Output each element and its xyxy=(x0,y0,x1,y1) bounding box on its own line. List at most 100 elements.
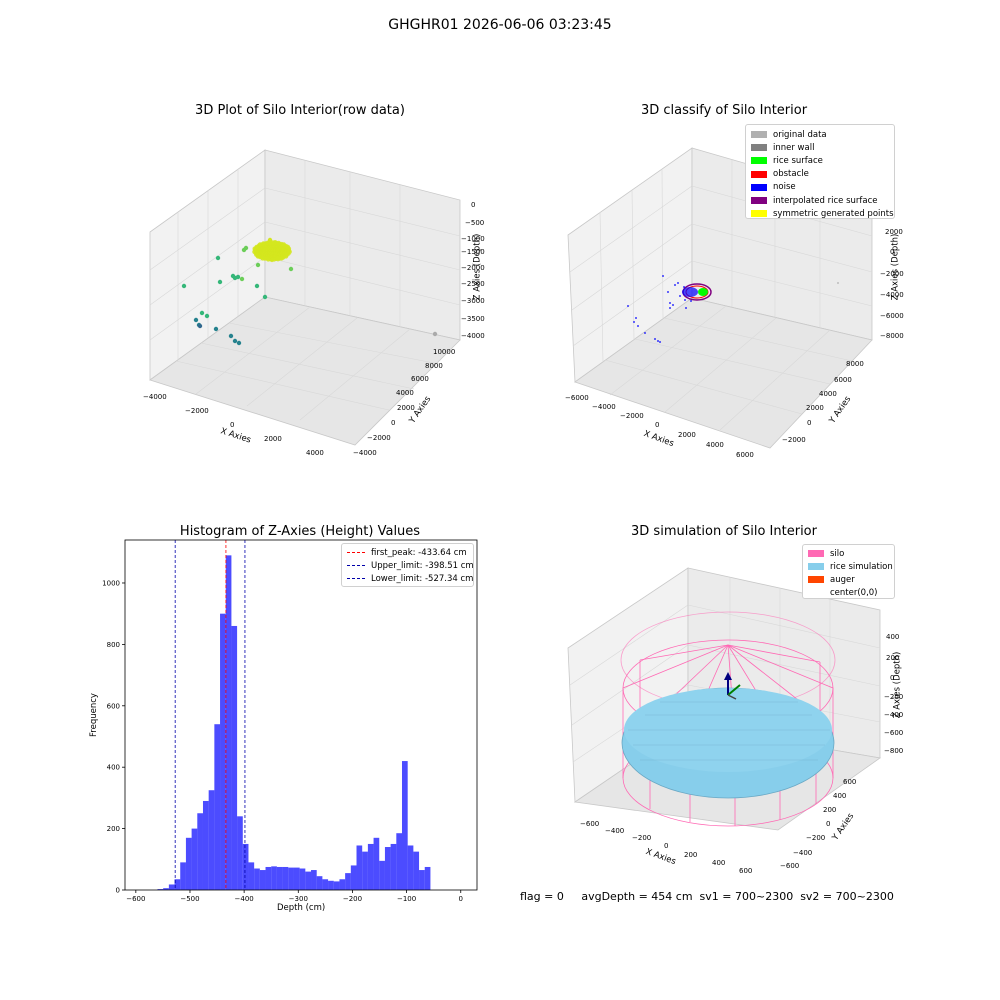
simulation-3d-plot xyxy=(567,567,882,831)
simulation-x-tick: 600 xyxy=(739,867,753,875)
raw-y-tick: 4000 xyxy=(396,389,414,397)
legend-obstacle: obstacle xyxy=(751,168,889,181)
legend-swatch xyxy=(808,590,824,597)
simulation-x-tick: −200 xyxy=(632,834,652,842)
raw-points xyxy=(181,237,438,346)
raw-y-tick: 8000 xyxy=(425,362,443,370)
raw-point xyxy=(241,247,247,253)
noise-point xyxy=(627,305,629,307)
legend-label: center(0,0) xyxy=(830,588,878,599)
legend-label: noise xyxy=(773,182,796,193)
classify-y-tick: 0 xyxy=(807,419,812,427)
raw-z-tick: −1500 xyxy=(461,248,485,256)
legend-label: obstacle xyxy=(773,169,809,180)
raw-point xyxy=(266,257,271,262)
histogram-bar xyxy=(163,888,169,890)
legend-label: auger xyxy=(830,574,855,585)
histogram-y-tick-label: 200 xyxy=(107,825,120,833)
raw-point xyxy=(204,313,210,319)
legend-swatch xyxy=(808,576,824,584)
raw-point xyxy=(181,283,187,289)
histogram-x-ticks: −600 −500 −400 −300 −200 −100 0 xyxy=(126,890,463,903)
rice-surface-cluster xyxy=(698,288,708,296)
histogram-y-tick-label: 800 xyxy=(107,641,120,649)
raw-y-tick: −2000 xyxy=(367,434,391,442)
classify-x-tick: −4000 xyxy=(592,403,616,411)
histogram-bar xyxy=(231,625,238,890)
noise-point xyxy=(633,321,635,323)
raw-point xyxy=(261,241,266,246)
histogram-bar xyxy=(185,837,192,890)
raw-z-tick: −3000 xyxy=(461,297,485,305)
classify-3d-scatter xyxy=(567,147,873,449)
histogram-x-tick-label: −100 xyxy=(397,895,416,903)
simulation-y-tick: −200 xyxy=(806,834,826,842)
noise-point xyxy=(659,341,661,343)
histogram-bar xyxy=(362,851,368,890)
raw-y-tick: 0 xyxy=(391,419,396,427)
histogram-bar xyxy=(384,847,391,890)
raw-x-tick: −2000 xyxy=(185,407,209,415)
histogram-bar xyxy=(254,868,260,890)
histogram-y-tick-label: 400 xyxy=(107,764,120,772)
legend-swatch xyxy=(751,157,767,165)
histogram-bar xyxy=(293,867,300,890)
simulation-y-tick: −600 xyxy=(780,862,800,870)
raw-z-tick: 0 xyxy=(471,201,476,209)
simulation-z-tick: 200 xyxy=(886,654,900,662)
histogram-bar xyxy=(180,862,186,890)
raw-point xyxy=(260,256,265,261)
simulation-x-tick: 200 xyxy=(684,851,698,859)
histogram-bar xyxy=(333,881,340,890)
noise-point xyxy=(667,291,669,293)
histogram-frame xyxy=(124,539,478,891)
legend-swatch xyxy=(751,183,767,191)
histogram-bar xyxy=(390,843,397,890)
simulation-z-tick: 400 xyxy=(886,633,900,641)
legend-label: first_peak: -433.64 cm xyxy=(371,547,467,558)
raw-plot-title: 3D Plot of Silo Interior(row data) xyxy=(195,103,405,118)
raw-point xyxy=(232,338,238,344)
legend-center: center(0,0) xyxy=(808,587,889,600)
histogram-x-label: Depth (cm) xyxy=(277,903,326,913)
noise-point xyxy=(674,284,676,286)
legend-swatch xyxy=(808,563,824,571)
legend-auger: auger xyxy=(808,573,889,586)
raw-axes-box xyxy=(149,149,461,446)
raw-x-tick: 0 xyxy=(230,421,235,429)
simulation-z-tick: −400 xyxy=(884,711,904,719)
legend-original-data: original data xyxy=(751,128,889,141)
histogram-bar xyxy=(311,870,317,890)
raw-point xyxy=(287,249,292,254)
raw-point xyxy=(197,323,203,329)
classify-y-tick: 8000 xyxy=(846,360,864,368)
legend-swatch xyxy=(751,210,767,218)
classify-z-tick: −4000 xyxy=(880,291,904,299)
simulation-x-tick: −400 xyxy=(605,827,625,835)
simulation-z-label: Z Axies (Depth) xyxy=(892,651,903,719)
histogram-bar xyxy=(271,866,277,890)
histogram-bar xyxy=(259,870,266,890)
histogram-bar xyxy=(248,862,255,890)
classify-z-tick: 0 xyxy=(890,248,895,256)
histogram-reference-lines xyxy=(174,540,246,890)
histogram-bar xyxy=(396,833,402,890)
legend-label: inner wall xyxy=(773,142,815,153)
simulation-z-tick: 0 xyxy=(890,674,895,682)
raw-point xyxy=(255,254,261,259)
histogram-bars xyxy=(157,555,431,890)
legend-swatch xyxy=(751,197,767,205)
raw-z-tick: −1000 xyxy=(461,235,485,243)
noise-point xyxy=(669,307,671,309)
raw-x-tick: 2000 xyxy=(264,435,282,443)
raw-point xyxy=(269,257,275,263)
classify-x-tick: 6000 xyxy=(736,451,754,459)
histogram-bar xyxy=(191,828,198,890)
legend-swatch xyxy=(751,131,767,139)
figure-title: GHGHR01 2026-06-06 03:23:45 xyxy=(388,17,612,33)
histogram-bar xyxy=(197,813,203,890)
raw-y-tick: 10000 xyxy=(433,348,456,356)
histogram-bar xyxy=(214,724,221,890)
classify-z-tick: −8000 xyxy=(880,332,904,340)
raw-point xyxy=(217,279,223,285)
